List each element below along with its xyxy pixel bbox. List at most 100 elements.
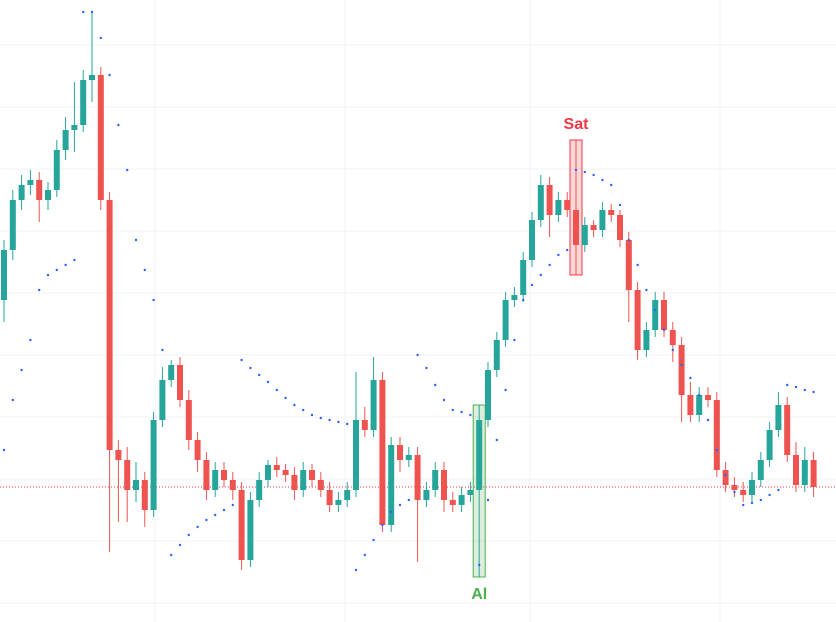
candle-body — [458, 495, 465, 505]
sar-dot — [82, 10, 85, 14]
sar-dot — [601, 178, 604, 182]
sar-dot — [759, 498, 762, 502]
sar-dot — [108, 73, 111, 77]
sar-dot — [249, 366, 252, 370]
candle-body — [335, 500, 342, 505]
candle-body — [537, 185, 544, 220]
candle-body — [617, 215, 623, 240]
sar-dot — [73, 258, 76, 262]
sar-dot — [689, 376, 692, 380]
candle-body — [326, 490, 333, 505]
sar-dot — [671, 348, 674, 352]
candle-body — [722, 470, 729, 485]
candle-body — [757, 460, 764, 480]
sar-dot — [504, 388, 507, 392]
sar-dot — [469, 413, 472, 417]
sar-dot — [161, 348, 164, 352]
sar-dot — [328, 418, 331, 422]
sar-dot — [442, 398, 446, 402]
sar-dot — [11, 398, 14, 402]
candle-body — [740, 490, 747, 495]
candle-body — [529, 220, 535, 260]
candle-body — [634, 290, 641, 350]
sar-dot — [354, 568, 358, 572]
candle-body — [493, 340, 500, 370]
sar-dot — [654, 308, 657, 312]
candle-body — [581, 225, 588, 245]
sar-dot — [407, 498, 410, 502]
sar-dot — [284, 396, 287, 400]
candle-body — [775, 405, 782, 430]
sar-dot — [29, 338, 32, 342]
candle-body — [555, 200, 562, 215]
candle-body — [282, 470, 289, 475]
sar-dot — [513, 338, 516, 342]
sar-dot — [434, 383, 437, 387]
candle-body — [370, 380, 377, 430]
candle-body — [661, 300, 667, 330]
candle-body — [168, 365, 175, 380]
candle-body — [397, 445, 403, 460]
candle-body — [291, 475, 298, 490]
sar-dot — [530, 283, 534, 287]
sar-dot — [266, 380, 270, 384]
sar-dot — [610, 183, 613, 187]
sar-dot — [214, 513, 217, 517]
candle-body — [229, 480, 236, 490]
candle-body — [749, 480, 755, 495]
sar-dot — [90, 10, 94, 14]
sar-dot — [64, 263, 67, 267]
candle-body — [467, 490, 474, 495]
candle-body — [185, 400, 192, 440]
candle-body — [212, 470, 219, 490]
candle-body — [300, 470, 307, 490]
candle-body — [150, 420, 157, 510]
candle-body — [599, 210, 606, 230]
candle-body — [309, 470, 315, 480]
candle-body — [62, 130, 69, 150]
sar-dot — [372, 538, 375, 542]
sar-dot — [302, 408, 305, 412]
sar-dot — [636, 263, 639, 267]
candle-body — [106, 200, 113, 450]
candle-body — [485, 370, 491, 420]
sar-dot — [557, 253, 560, 257]
sar-dot — [134, 238, 138, 242]
candle-body — [590, 225, 597, 230]
candle-body — [810, 460, 817, 487]
sar-dot — [293, 403, 296, 407]
sar-dot — [742, 503, 745, 507]
sar-dot — [706, 418, 710, 422]
sar-dot — [724, 473, 727, 477]
candle-body — [194, 440, 201, 460]
sar-dot — [812, 390, 815, 394]
sar-dot — [574, 168, 578, 172]
candle-body — [124, 460, 131, 490]
candle-body — [265, 465, 271, 480]
candle-body — [731, 485, 738, 490]
candle-body — [502, 300, 509, 340]
sar-dot — [187, 533, 190, 537]
sar-dot — [698, 393, 701, 397]
sar-dot — [20, 368, 23, 372]
sar-dot — [363, 553, 366, 557]
candle-body — [141, 480, 148, 510]
candle-body — [36, 180, 43, 200]
candle-body — [432, 470, 439, 490]
candle-body — [414, 455, 421, 500]
sar-dot — [750, 501, 754, 505]
sar-dot — [55, 268, 58, 272]
sar-dot — [627, 238, 630, 242]
sar-dot — [126, 168, 129, 172]
sar-dot — [416, 353, 419, 357]
candle-body — [669, 330, 676, 345]
sar-dot — [803, 388, 806, 392]
candle-body — [247, 500, 254, 560]
candle-body — [159, 380, 166, 420]
sar-dot — [117, 123, 120, 127]
sar-dot — [46, 273, 50, 277]
candle-body — [713, 400, 720, 470]
candle-body — [449, 500, 456, 505]
candle-body — [353, 420, 359, 490]
sar-dot — [196, 525, 199, 529]
